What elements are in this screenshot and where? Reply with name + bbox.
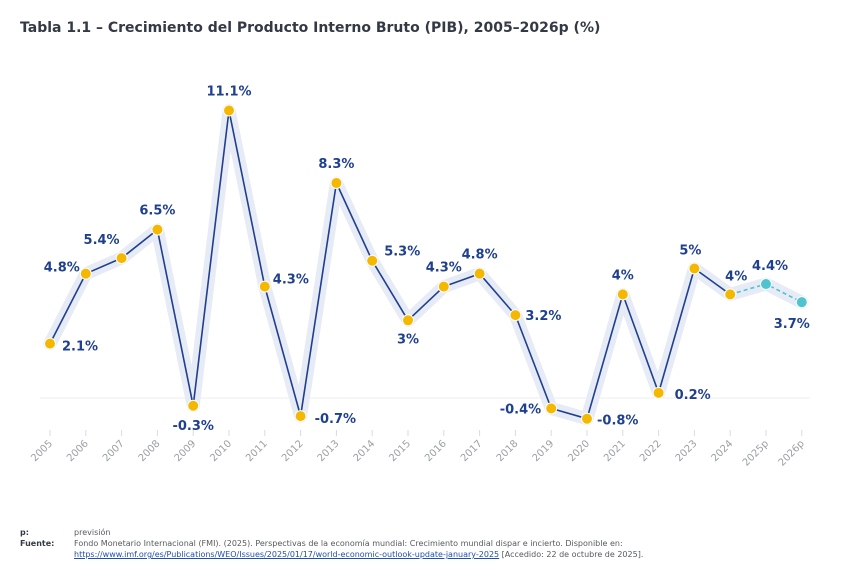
x-tick-label-2017: 2017 bbox=[459, 438, 485, 464]
data-label-2019: -0.4% bbox=[500, 402, 541, 417]
data-point-2014 bbox=[366, 254, 379, 267]
chart-notes: p: previsión Fuente: Fondo Monetario Int… bbox=[20, 527, 832, 560]
data-label-2018: 3.2% bbox=[525, 309, 561, 324]
data-label-2010: 11.1% bbox=[206, 85, 251, 100]
chart-title: Tabla 1.1 – Crecimiento del Producto Int… bbox=[20, 20, 601, 36]
data-point-2010 bbox=[223, 104, 235, 117]
x-tick-label-2016: 2016 bbox=[423, 438, 449, 464]
x-tick-label-2025p: 2025p bbox=[741, 438, 771, 468]
data-label-2009: -0.3% bbox=[172, 419, 213, 434]
x-tick-label-2005: 2005 bbox=[29, 438, 55, 464]
data-point-2008 bbox=[151, 223, 164, 236]
source-note-key: Fuente: bbox=[20, 539, 55, 548]
data-point-2006 bbox=[79, 267, 92, 280]
source-note-text: Fondo Monetario Internacional (FMI). (20… bbox=[74, 539, 623, 548]
data-point-2021 bbox=[616, 288, 629, 301]
x-tick-label-2009: 2009 bbox=[173, 438, 199, 464]
data-point-2018 bbox=[509, 309, 522, 322]
data-label-2008: 6.5% bbox=[139, 204, 175, 219]
x-tick-label-2022: 2022 bbox=[638, 438, 664, 464]
source-access-date: [Accedido: 22 de octubre de 2025]. bbox=[499, 550, 644, 559]
data-point-2024 bbox=[724, 288, 737, 301]
data-point-2007 bbox=[115, 252, 128, 265]
projection-note-text: previsión bbox=[74, 528, 111, 537]
data-label-2005: 2.1% bbox=[62, 340, 98, 355]
data-label-2014: 5.3% bbox=[384, 245, 420, 260]
data-label-2020: -0.8% bbox=[597, 414, 638, 429]
data-point-2017 bbox=[473, 267, 486, 280]
x-tick-label-2024: 2024 bbox=[710, 438, 736, 464]
data-point-2016 bbox=[437, 280, 450, 293]
data-label-2022: 0.2% bbox=[675, 388, 711, 403]
line-chart: 2.1% 2005 4.8% 2006 5.4% 2007 6.5% 2008 -0.3% 200… bbox=[29, 85, 810, 469]
data-point-2023 bbox=[688, 262, 701, 275]
data-label-2025p: 4.4% bbox=[752, 259, 788, 274]
data-label-2013: 8.3% bbox=[318, 157, 354, 172]
x-tick-label-2018: 2018 bbox=[495, 438, 521, 464]
x-tick-label-2023: 2023 bbox=[674, 438, 700, 464]
data-label-2015: 3% bbox=[397, 332, 419, 347]
data-label-2007: 5.4% bbox=[84, 233, 120, 248]
data-point-2022 bbox=[652, 386, 665, 399]
data-point-2025p bbox=[760, 278, 772, 291]
x-tick-label-2014: 2014 bbox=[352, 438, 378, 464]
data-label-2012: -0.7% bbox=[315, 412, 356, 427]
projection-note-key: p: bbox=[20, 528, 29, 537]
data-label-2011: 4.3% bbox=[273, 273, 309, 288]
data-point-2011 bbox=[258, 280, 271, 293]
source-note: Fuente: Fondo Monetario Internacional (F… bbox=[20, 538, 832, 560]
x-tick-label-2013: 2013 bbox=[316, 438, 342, 464]
x-tick-label-2026p: 2026p bbox=[777, 438, 807, 468]
data-point-2026p bbox=[795, 296, 808, 309]
data-point-2005 bbox=[44, 337, 56, 350]
projection-note: p: previsión bbox=[20, 527, 832, 538]
data-label-2006: 4.8% bbox=[44, 261, 80, 276]
x-tick-label-2019: 2019 bbox=[531, 438, 557, 464]
x-tick-label-2006: 2006 bbox=[65, 438, 91, 464]
x-tick-label-2021: 2021 bbox=[602, 438, 628, 464]
x-tick-label-2007: 2007 bbox=[101, 438, 127, 464]
data-point-2015 bbox=[402, 314, 414, 327]
x-tick-label-2012: 2012 bbox=[280, 438, 306, 464]
data-point-2019 bbox=[545, 402, 558, 415]
x-tick-label-2015: 2015 bbox=[387, 438, 413, 464]
data-point-2020 bbox=[581, 412, 593, 425]
data-label-2017: 4.8% bbox=[462, 248, 498, 263]
x-tick-label-2008: 2008 bbox=[137, 438, 163, 464]
source-link[interactable]: https://www.imf.org/es/Publications/WEO/… bbox=[74, 550, 500, 559]
x-tick-label-2011: 2011 bbox=[244, 438, 270, 464]
data-label-2023: 5% bbox=[679, 244, 701, 259]
x-tick-label-2020: 2020 bbox=[566, 438, 592, 464]
data-label-2021: 4% bbox=[612, 268, 634, 283]
data-label-2016: 4.3% bbox=[426, 261, 462, 276]
x-tick-label-2010: 2010 bbox=[208, 438, 234, 464]
data-point-2012 bbox=[294, 410, 307, 423]
data-label-2026p: 3.7% bbox=[774, 317, 810, 332]
source-note-body: Fondo Monetario Internacional (FMI). (20… bbox=[74, 538, 832, 560]
data-point-2013 bbox=[330, 177, 343, 190]
data-label-2024: 4% bbox=[725, 269, 747, 284]
series-line-actual bbox=[49, 109, 731, 420]
data-point-2009 bbox=[187, 399, 200, 412]
